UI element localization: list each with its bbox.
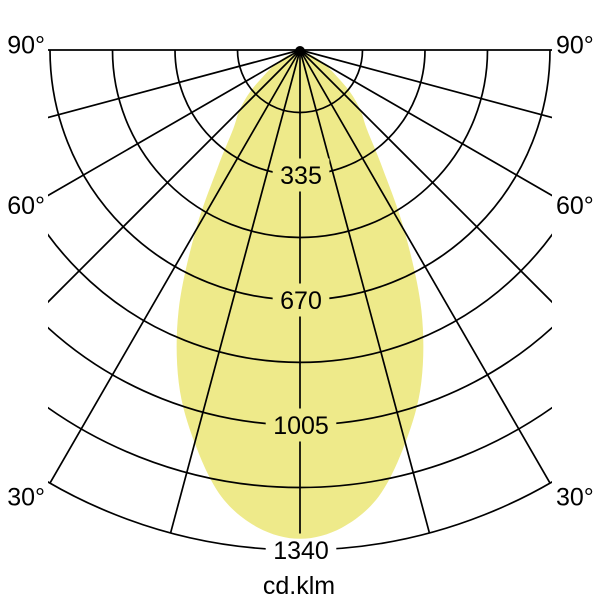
grid-arc xyxy=(48,233,552,364)
grid-arc xyxy=(111,49,489,239)
radial-tick-label: 670 xyxy=(280,287,322,315)
grid-arc xyxy=(174,49,426,176)
angle-tick-label-left-30: 30° xyxy=(7,484,45,512)
angle-tick-label-right-90: 90° xyxy=(556,32,594,60)
grid-arc xyxy=(48,406,552,489)
grid-arc xyxy=(48,480,552,551)
radial-tick-label: 1340 xyxy=(273,537,329,565)
angle-tick-label-right-30: 30° xyxy=(556,484,594,512)
origin-point xyxy=(295,46,305,56)
unit-label: cd.klm xyxy=(263,572,335,600)
grid-arc xyxy=(48,326,552,426)
radial-tick-label: 335 xyxy=(280,162,322,190)
grid-arc xyxy=(49,49,551,301)
grid-arc xyxy=(236,49,364,114)
radial-tick-label: 1005 xyxy=(273,412,329,440)
angle-tick-label-right-60: 60° xyxy=(556,192,594,220)
polar-grid xyxy=(48,49,552,551)
angle-tick-label-left-90: 90° xyxy=(7,32,45,60)
angle-tick-label-left-60: 60° xyxy=(7,192,45,220)
